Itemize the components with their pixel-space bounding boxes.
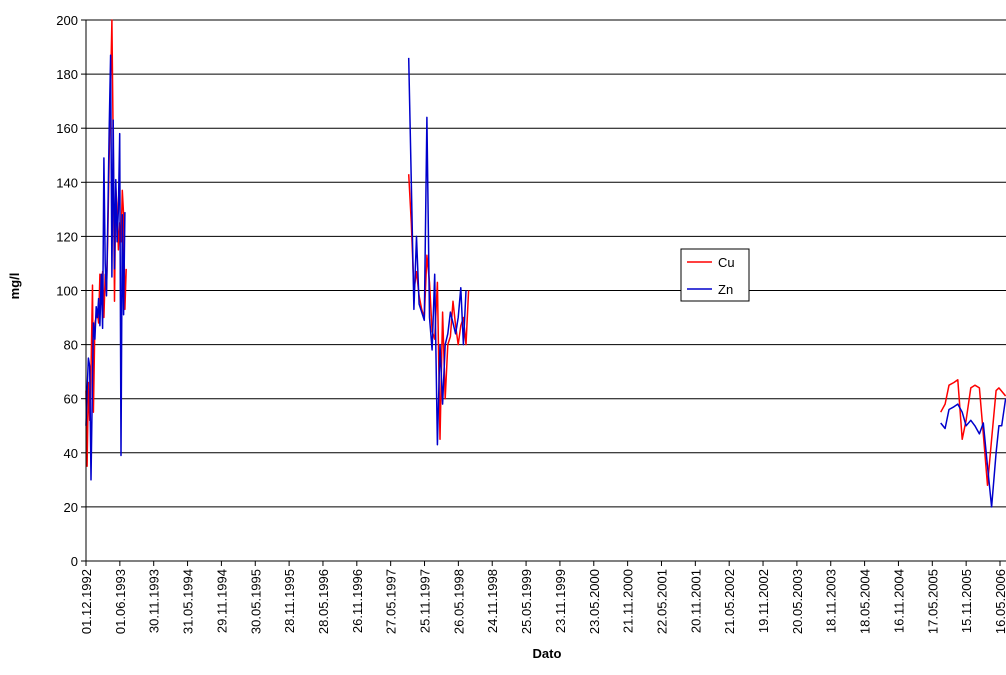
y-tick-label: 140 (56, 175, 78, 190)
y-tick-labels: 0 20 40 60 80 100 120 140 160 180 200 (56, 13, 78, 569)
x-tick-label: 16.05.2006 (993, 569, 1006, 634)
legend-label-zn: Zn (718, 282, 733, 297)
x-tick-label: 01.06.1993 (113, 569, 128, 634)
axes (81, 19, 1006, 566)
x-tick-label: 29.11.1994 (214, 569, 229, 633)
x-tick-label: 19.11.2002 (756, 569, 771, 633)
y-tick-label: 20 (64, 500, 78, 515)
x-tick-label: 28.05.1996 (316, 569, 331, 634)
x-tick-label: 20.11.2001 (688, 569, 703, 633)
x-tick-label: 15.11.2005 (959, 569, 974, 633)
x-tick-label: 27.05.1997 (384, 569, 399, 634)
x-tick-label: 24.11.1998 (485, 569, 500, 633)
x-tick-label: 30.05.1995 (248, 569, 263, 634)
y-tick-label: 60 (64, 392, 78, 407)
legend-label-cu: Cu (718, 255, 735, 270)
series-line-zn-1 (407, 57, 467, 446)
x-tick-label: 16.11.2004 (891, 569, 906, 633)
legend-box (680, 248, 750, 302)
x-tick-label: 25.11.1997 (418, 569, 433, 633)
series-line-cu-extra-0 (940, 379, 1006, 487)
y-tick-label: 120 (56, 229, 78, 244)
x-tick-label: 18.05.2004 (858, 569, 873, 634)
legend: Cu Zn (680, 248, 750, 302)
y-tick-label: 100 (56, 284, 78, 299)
x-tick-label: 26.11.1996 (350, 569, 365, 633)
y-tick-label: 40 (64, 446, 78, 461)
y-tick-label: 80 (64, 338, 78, 353)
x-tick-label: 20.05.2003 (790, 569, 805, 634)
x-tick-label: 21.11.2000 (621, 569, 636, 633)
x-axis-title: Dato (533, 646, 562, 661)
x-tick-label: 28.11.1995 (282, 569, 297, 633)
x-tick-label: 01.12.1992 (79, 569, 94, 634)
x-tick-labels: 01.12.1992 01.06.1993 30.11.1993 31.05.1994… (79, 569, 1006, 634)
y-tick-label: 160 (56, 121, 78, 136)
x-tick-label: 25.05.1999 (519, 569, 534, 634)
gridlines (86, 19, 1006, 508)
x-tick-label: 23.05.2000 (587, 569, 602, 634)
x-tick-label: 18.11.2003 (824, 569, 839, 633)
x-tick-label: 17.05.2005 (925, 569, 940, 634)
y-axis-title: mg/l (7, 273, 22, 300)
x-tick-label: 31.05.1994 (181, 569, 196, 634)
x-tick-label: 22.05.2001 (654, 569, 669, 634)
x-tick-label: 26.05.1998 (451, 569, 466, 634)
series-line-zn-2 (940, 398, 1006, 508)
series-lines (85, 19, 1006, 508)
y-tick-label: 180 (56, 67, 78, 82)
x-tick-label: 30.11.1993 (147, 569, 162, 633)
y-tick-label: 0 (71, 554, 78, 569)
x-tick-label: 23.11.1999 (553, 569, 568, 633)
y-tick-label: 200 (56, 13, 78, 28)
series-line-zn-0 (85, 54, 126, 481)
x-tick-label: 21.05.2002 (722, 569, 737, 634)
